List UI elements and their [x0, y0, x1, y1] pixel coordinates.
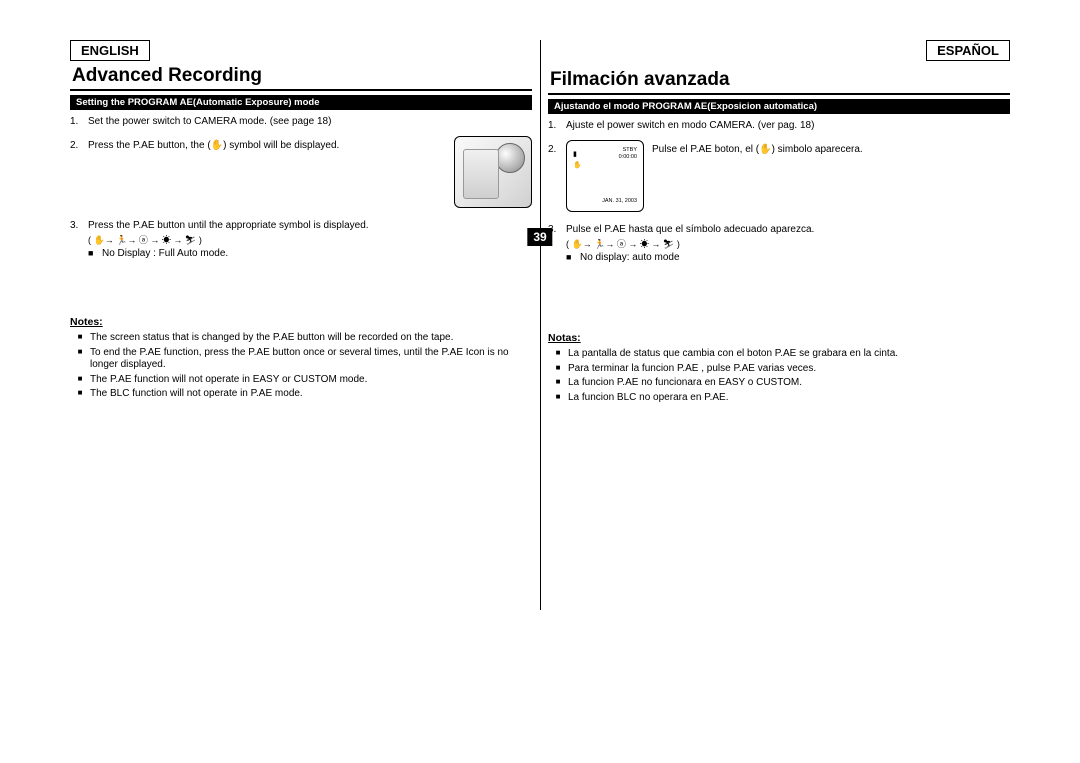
manual-page: ENGLISH Advanced Recording Setting the P…: [70, 40, 1010, 406]
english-column: ENGLISH Advanced Recording Setting the P…: [70, 40, 540, 406]
lang-label-spanish: ESPAÑOL: [926, 40, 1010, 61]
sub-bullet: ■ No Display : Full Auto mode.: [88, 248, 532, 261]
step-text: Ajuste el power switch en modo CAMERA. (…: [566, 120, 1010, 133]
note-item: ■Para terminar la funcion P.AE , pulse P…: [548, 363, 1010, 376]
step-number: 1.: [70, 116, 88, 129]
note-item: ■The screen status that is changed by th…: [70, 332, 532, 345]
note-item: ■The BLC function will not operate in P.…: [70, 388, 532, 401]
camera-illustration: [454, 136, 532, 208]
subheader-english: Setting the PROGRAM AE(Automatic Exposur…: [70, 95, 532, 110]
title-underline: [548, 93, 1010, 95]
symbol-sequence: ( ✋→ 🏃→ ⓐ → ☀ → ⛷ ): [88, 235, 532, 246]
note-item: ■La funcion P.AE no funcionara en EASY o…: [548, 377, 1010, 390]
sub-bullet: ■ No display: auto mode: [566, 252, 1010, 265]
step-text: Pulse el P.AE boton, el (✋) simbolo apar…: [652, 144, 1010, 212]
notes-english: ■The screen status that is changed by th…: [70, 332, 532, 401]
steps-spanish: 1. Ajuste el power switch en modo CAMERA…: [548, 120, 1010, 265]
note-item: ■To end the P.AE function, press the P.A…: [70, 347, 532, 372]
lang-english-wrap: ENGLISH: [70, 40, 532, 65]
lcd-icon: ▮ ✋ STBY 0:00:00 JAN. 31, 2003: [566, 140, 644, 212]
step3: 3. Pulse el P.AE hasta que el símbolo ad…: [548, 224, 1010, 264]
step3: 3. Press the P.AE button until the appro…: [70, 220, 532, 260]
title-underline: [70, 89, 532, 91]
lcd-left-icons: ▮ ✋: [573, 149, 582, 171]
steps-english: 1. Set the power switch to CAMERA mode. …: [70, 116, 532, 261]
lang-label-english: ENGLISH: [70, 40, 150, 61]
step1: 1. Ajuste el power switch en modo CAMERA…: [548, 120, 1010, 133]
step-number: 3.: [70, 220, 88, 260]
step-text: Pulse el P.AE hasta que el símbolo adecu…: [566, 224, 1010, 264]
step-number: 2.: [548, 144, 566, 212]
step-number: 1.: [548, 120, 566, 133]
step-text: Press the P.AE button, the (✋) symbol wi…: [88, 140, 448, 208]
lcd-screen: ▮ ✋ STBY 0:00:00 JAN. 31, 2003: [566, 140, 644, 212]
step-number: 2.: [70, 140, 88, 208]
title-spanish: Filmación avanzada: [548, 69, 1010, 91]
camera-icon: [454, 136, 532, 208]
subheader-spanish: Ajustando el modo PROGRAM AE(Exposicion …: [548, 99, 1010, 114]
step-text: Set the power switch to CAMERA mode. (se…: [88, 116, 532, 129]
symbol-sequence: ( ✋→ 🏃→ ⓐ → ☀ → ⛷ ): [566, 239, 1010, 250]
step2: 2. ▮ ✋ STBY 0:00:00 JAN. 31,: [548, 144, 1010, 212]
notes-header-spanish: Notas:: [548, 332, 1010, 344]
note-item: ■The P.AE function will not operate in E…: [70, 374, 532, 387]
note-item: ■La pantalla de status que cambia con el…: [548, 348, 1010, 361]
step2: 2. Press the P.AE button, the (✋) symbol…: [70, 140, 532, 208]
step1: 1. Set the power switch to CAMERA mode. …: [70, 116, 532, 129]
lcd-date: JAN. 31, 2003: [602, 198, 637, 205]
notes-header-english: Notes:: [70, 316, 532, 328]
notes-spanish: ■La pantalla de status que cambia con el…: [548, 348, 1010, 404]
spanish-column: ESPAÑOL Filmación avanzada Ajustando el …: [540, 40, 1010, 406]
step-text: Press the P.AE button until the appropri…: [88, 220, 532, 260]
note-item: ■La funcion BLC no operara en P.AE.: [548, 392, 1010, 405]
page-number-badge: 39: [527, 228, 552, 246]
lang-spanish-wrap: ESPAÑOL: [548, 40, 1010, 65]
title-english: Advanced Recording: [70, 65, 532, 87]
lcd-status: STBY 0:00:00: [619, 147, 637, 160]
